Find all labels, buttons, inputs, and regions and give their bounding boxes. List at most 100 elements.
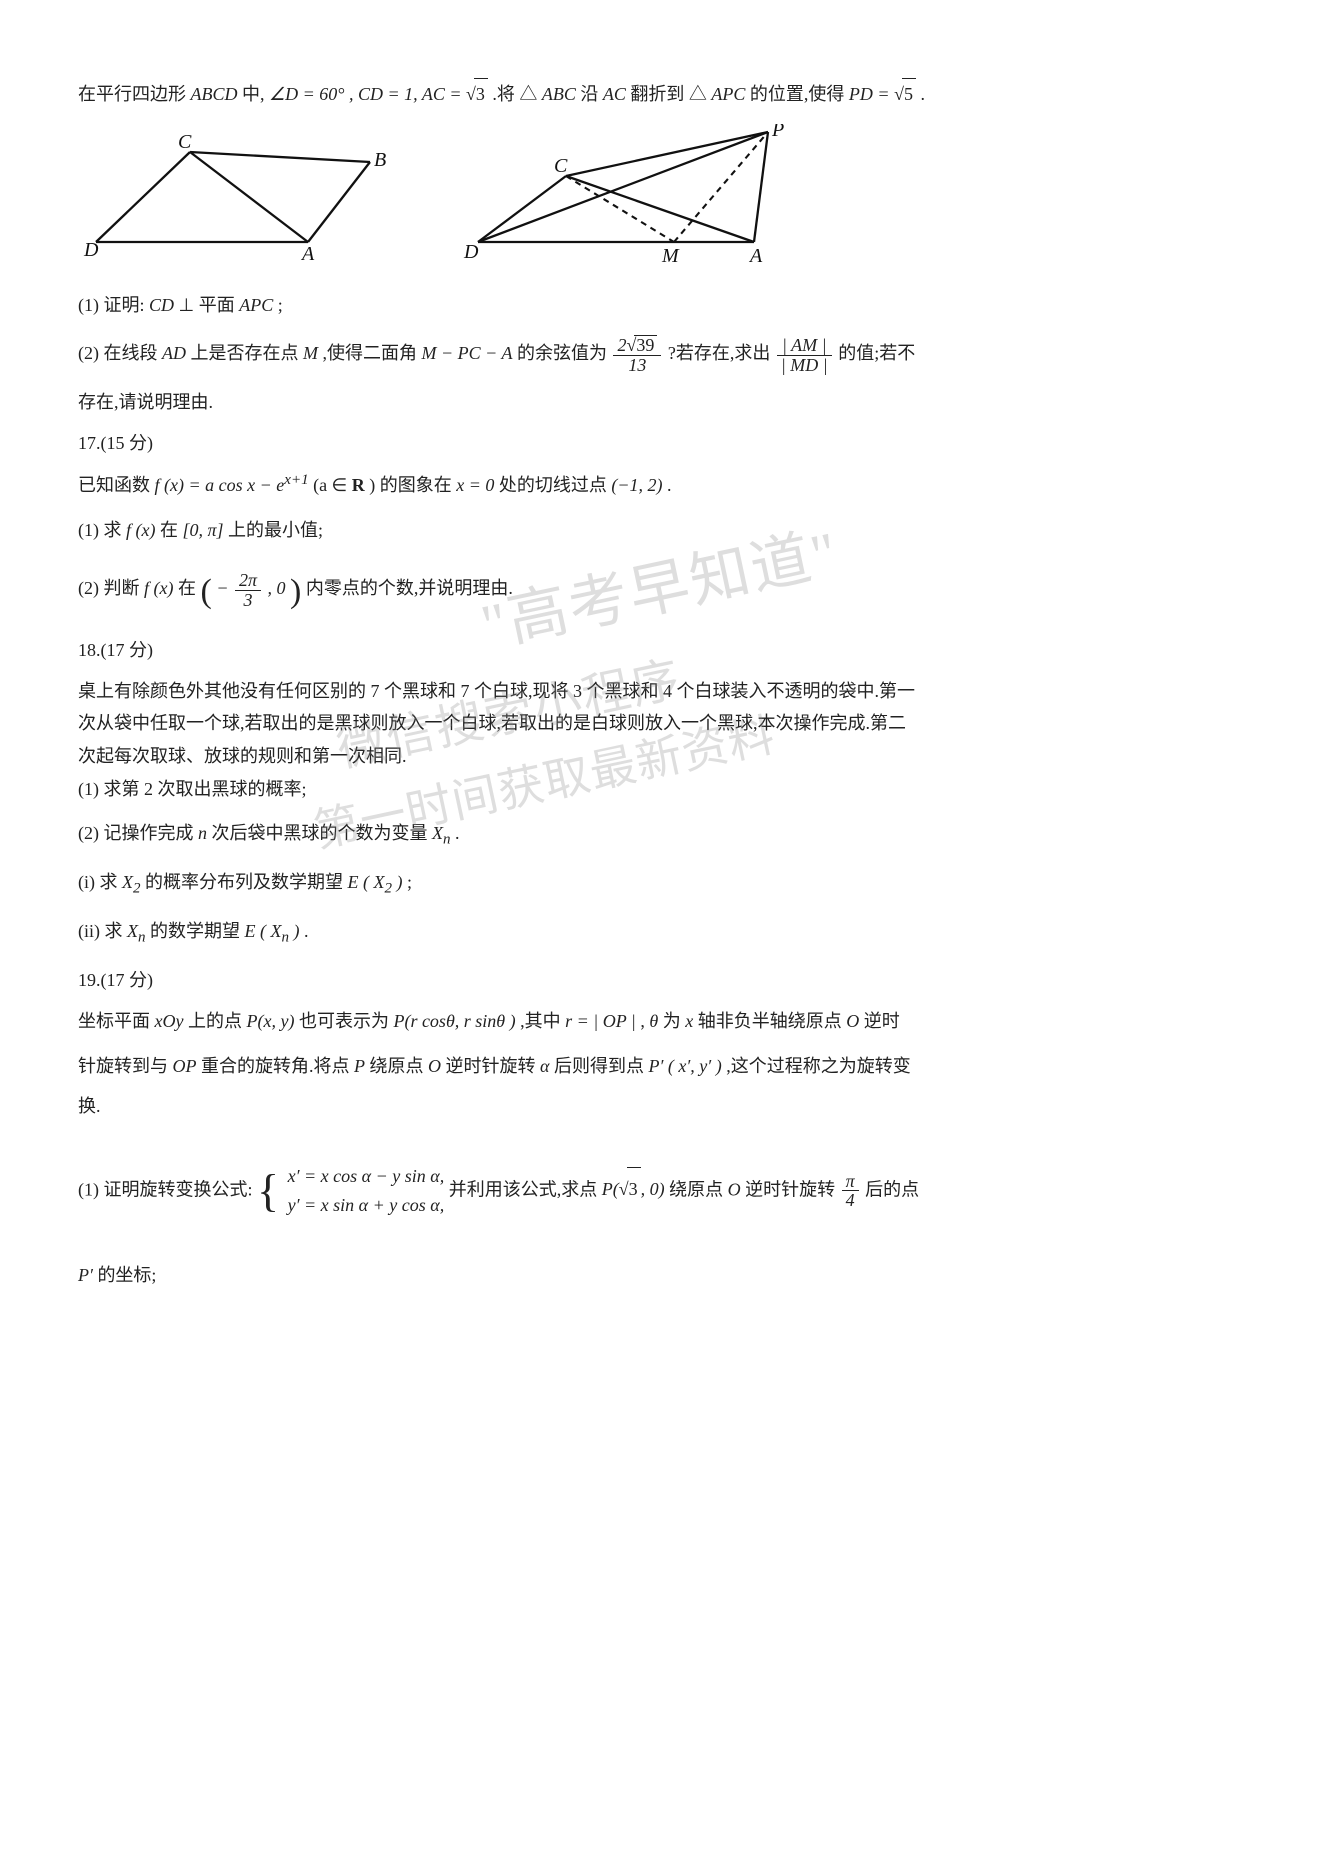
text: ,这个过程称之为旋转变: [726, 1056, 911, 1076]
text: 为: [663, 1011, 686, 1031]
text: 的余弦值为: [517, 343, 612, 363]
neg: −: [216, 578, 228, 598]
frac-pi4: π 4: [842, 1172, 859, 1211]
text: 在平行四边形: [78, 84, 191, 104]
text: 逆时针旋转: [745, 1179, 840, 1199]
text: 证明:: [104, 295, 150, 315]
lparen: (: [200, 573, 211, 610]
r: r = | OP |: [565, 1011, 636, 1031]
text: 绕原点: [370, 1056, 429, 1076]
label-C: C: [178, 134, 192, 153]
q17-stem: 已知函数 f (x) = a cos x − ex+1 (a ∈ R ) 的图象…: [78, 468, 1244, 501]
q18-1: (1) 求第 2 次取出黑球的概率;: [78, 774, 1244, 805]
q19-1-cont: P′ 的坐标;: [78, 1260, 1244, 1291]
O: O: [428, 1056, 441, 1076]
q19-1: (1) 证明旋转变换公式: { x′ = x cos α − y sin α, …: [78, 1136, 1244, 1246]
text: ,其中: [520, 1011, 565, 1031]
q18-2: (2) 记操作完成 n 次后袋中黑球的个数为变量 Xn .: [78, 818, 1244, 853]
fx: f (x): [144, 578, 173, 598]
label: (1): [78, 1179, 99, 1199]
EX2: E ( X2 ): [348, 872, 403, 892]
apc: APC: [239, 295, 273, 315]
label-M: M: [661, 245, 680, 267]
q17-2: (2) 判断 f (x) 在 ( − 2π 3 , 0 ) 内零点的个数,并说明…: [78, 563, 1244, 621]
text: 记操作完成: [104, 823, 199, 843]
text: 重合的旋转角.将点: [201, 1056, 354, 1076]
label: (2): [78, 823, 99, 843]
q16-1: (1) 证明: CD ⊥ 平面 APC ;: [78, 290, 1244, 321]
x: x: [685, 1011, 693, 1031]
semi: ;: [407, 872, 412, 892]
text: 上的最小值;: [228, 520, 323, 540]
text: ) 的图象在: [369, 475, 456, 495]
text: ?若存在,求出: [668, 343, 775, 363]
q18-2i: (i) 求 X2 的概率分布列及数学期望 E ( X2 ) ;: [78, 867, 1244, 902]
P: P: [354, 1056, 365, 1076]
text: 求第 2 次取出黑球的概率;: [104, 779, 307, 799]
text: 上是否存在点: [191, 343, 304, 363]
X2: X2: [122, 872, 141, 892]
text: .将 △: [492, 84, 537, 104]
text: 的坐标;: [97, 1265, 156, 1285]
text: 在线段: [104, 343, 163, 363]
q18-line3: 次起每次取球、放球的规则和第一次相同.: [78, 741, 1244, 772]
frac-2pi3: 2π 3: [235, 571, 261, 610]
text: 内零点的个数,并说明理由.: [306, 578, 513, 598]
Pxy: P(x, y): [246, 1011, 294, 1031]
text: 的值;若不: [838, 343, 915, 363]
cd: CD: [149, 295, 174, 315]
q18-head: 18.(17 分): [78, 635, 1244, 666]
abc: ABC: [542, 84, 576, 104]
apc: APC: [711, 84, 745, 104]
mpca: M − PC − A: [422, 343, 513, 363]
text: ,: [640, 1011, 649, 1031]
cos-frac: 2√39 13: [613, 335, 661, 375]
text: 轴非负半轴绕原点: [698, 1011, 847, 1031]
EXn: E ( Xn ): [245, 921, 300, 941]
fx: f (x): [126, 520, 155, 540]
text: 也可表示为: [299, 1011, 394, 1031]
Pprime: P′: [78, 1265, 93, 1285]
ac: AC: [603, 84, 626, 104]
OP: OP: [173, 1056, 197, 1076]
text: .: [304, 921, 309, 941]
label-A: A: [748, 245, 763, 267]
q19-line3: 换.: [78, 1091, 1244, 1122]
label: (2): [78, 343, 99, 363]
Ppolar: P(r cosθ, r sinθ ): [393, 1011, 515, 1031]
text: 在: [160, 520, 183, 540]
semi: ;: [278, 295, 283, 315]
q19-head: 19.(17 分): [78, 965, 1244, 996]
m: M: [303, 343, 318, 363]
fx: f (x) = a cos x − ex+1: [155, 475, 309, 495]
text: ,使得二面角: [323, 343, 422, 363]
text: 求: [105, 921, 128, 941]
interval: [0, π]: [182, 520, 223, 540]
q17-1: (1) 求 f (x) 在 [0, π] 上的最小值;: [78, 515, 1244, 546]
angD: ∠D = 60°: [269, 84, 345, 104]
text: 在: [178, 578, 201, 598]
figure-row: C B D A C P D M A: [78, 124, 1244, 274]
q18-line2: 次从袋中任取一个球,若取出的是黑球则放入一个白球,若取出的是白球则放入一个黑球,…: [78, 708, 1244, 739]
ratio-frac: | AM | | MD |: [777, 336, 832, 375]
text: 的概率分布列及数学期望: [145, 872, 348, 892]
text: 后的点: [865, 1179, 919, 1199]
abcd: ABCD: [191, 84, 238, 104]
Pprime: P′ ( x′, y′ ): [648, 1056, 721, 1076]
label: (i): [78, 872, 95, 892]
text: 求: [104, 520, 127, 540]
R: R: [352, 475, 365, 495]
label-C: C: [554, 155, 568, 177]
O: O: [728, 1179, 741, 1199]
text: 并利用该公式,求点: [449, 1179, 602, 1199]
theta: θ: [649, 1011, 658, 1031]
q18-line1: 桌上有除颜色外其他没有任何区别的 7 个黑球和 7 个白球,现将 3 个黑球和 …: [78, 676, 1244, 707]
text: 求: [100, 872, 123, 892]
label-D: D: [83, 239, 99, 261]
Xn: Xn: [127, 921, 146, 941]
text: 针旋转到与: [78, 1056, 173, 1076]
text: 逆时: [864, 1011, 900, 1031]
text: 逆时针旋转: [446, 1056, 541, 1076]
figure-left: C B D A: [78, 134, 388, 264]
Psqrt3: P(√3, 0): [602, 1179, 665, 1199]
